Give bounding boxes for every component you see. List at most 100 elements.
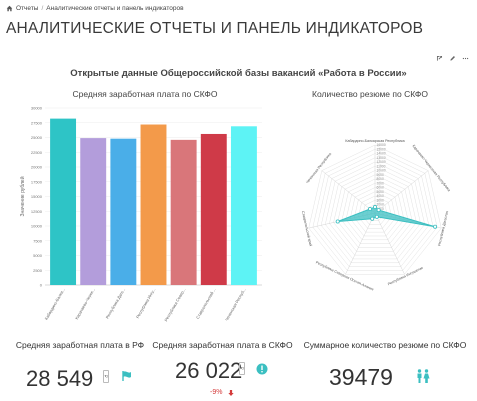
radar-r-tick-label: 11000: [377, 164, 386, 168]
radar-r-tick-label: 5000: [377, 190, 385, 194]
radar-r-tick-label: 16000: [377, 143, 386, 147]
radar-grid-ring: [329, 165, 421, 256]
info-icon: [256, 363, 268, 375]
radar-chart-title: Количество резюме по СКФО: [312, 89, 428, 99]
radar-point[interactable]: [376, 208, 381, 213]
radar-grid-ring: [349, 187, 401, 237]
radar-r-tick-label: 8000: [377, 177, 385, 181]
radar-grid-ring: [316, 153, 434, 267]
flag-icon: [122, 371, 131, 381]
dashboard-title: Открытые данные Общероссийской базы вака…: [70, 68, 407, 79]
bar[interactable]: [230, 126, 257, 285]
radar-axis-line: [374, 212, 405, 275]
radar-grid-ring: [370, 208, 380, 218]
breadcrumb-current: Аналитические отчеты и панель индикаторо…: [46, 5, 184, 12]
bar-y-tick-label: 7500: [33, 238, 43, 243]
radar-axis-line: [374, 212, 442, 229]
bar-x-tick-label: Ставропольский ...: [195, 287, 217, 320]
bar-x-tick-label: Республика Ингу...: [135, 287, 156, 319]
radar-point[interactable]: [433, 224, 438, 229]
bar-y-tick-label: 27500: [31, 120, 43, 125]
radar-axis-label: Ставропольский край: [301, 211, 313, 247]
bar[interactable]: [110, 138, 137, 285]
bar-chart-title: Средняя заработная плата по СКФО: [72, 89, 218, 99]
radar-grid-ring: [333, 170, 417, 252]
radar-grid-ring: [308, 144, 442, 275]
breadcrumb-separator: /: [41, 5, 44, 12]
radar-r-tick-label: 9000: [377, 173, 385, 177]
kpi-total-resumes-title: Суммарное количество резюме по СКФО: [303, 340, 467, 350]
bar-x-tick-label: Республика Даге...: [105, 287, 127, 320]
export-icon[interactable]: [436, 55, 443, 62]
radar-axis-label: Республика Дагестан: [437, 211, 449, 247]
bar-x-tick-label: Карачаево-Черке...: [74, 287, 96, 320]
bar[interactable]: [170, 139, 197, 285]
breadcrumb-root-link[interactable]: Отчеты: [16, 5, 39, 12]
radar-axis-label: Кабардино-Балкарская Республика: [345, 139, 404, 143]
bar-y-tick-label: 17500: [31, 179, 43, 184]
bar-x-tick-label: Республика Север...: [163, 287, 186, 322]
bar[interactable]: [140, 124, 167, 286]
radar-grid-ring: [341, 178, 409, 244]
radar-grid-ring: [345, 182, 405, 241]
radar-series-area[interactable]: [337, 206, 436, 228]
radar-point[interactable]: [335, 219, 340, 224]
bar-y-tick-label: 30000: [31, 106, 43, 111]
kpi-avg-salary-skfo-delta: -9%: [210, 389, 223, 396]
home-icon[interactable]: [6, 5, 13, 12]
radar-grid-ring: [312, 148, 438, 271]
radar-grid-ring: [362, 199, 388, 225]
radar-r-tick-label: 2000: [377, 203, 385, 207]
kpi-avg-salary-skfo-title: Средняя заработная плата в СКФО: [152, 340, 293, 350]
bar-x-tick-label: Чеченская Респуб...: [224, 287, 247, 322]
radar-grid-ring: [320, 157, 430, 264]
kpi-avg-salary-rf-unit: ₽: [103, 370, 109, 383]
radar-r-tick-label: 3000: [377, 198, 385, 202]
radar-grid-ring: [354, 191, 396, 233]
kpi-avg-salary-skfo-unit: ₽: [239, 362, 245, 375]
radar-r-tick-label: 4000: [377, 194, 385, 198]
radar-axis-line: [308, 212, 376, 229]
bar-y-tick-label: 25000: [31, 135, 43, 140]
bar-y-axis-label: Значение рублей: [19, 176, 26, 216]
kpi-avg-salary-rf-value: 28 549: [26, 366, 94, 391]
radar-point[interactable]: [372, 205, 377, 210]
radar-grid-ring: [325, 161, 425, 260]
radar-axis-line: [374, 170, 429, 214]
radar-axis-label: Карачаево-Черкесская Республика: [411, 144, 451, 192]
bar-y-tick-label: 0: [40, 283, 43, 288]
more-icon[interactable]: [462, 55, 469, 62]
bar-y-tick-label: 12500: [31, 209, 43, 214]
kpi-avg-salary-skfo-value: 26 022: [175, 358, 243, 383]
radar-r-tick-label: 13000: [377, 156, 386, 160]
radar-axis-line: [321, 170, 376, 214]
edit-icon[interactable]: [449, 55, 456, 62]
dashboard-toolbar: [436, 55, 469, 62]
radar-grid-ring: [366, 204, 384, 221]
bar[interactable]: [200, 133, 227, 285]
bar-x-tick-label: Кабардино-Балка...: [44, 287, 66, 321]
radar-r-tick-label: 15000: [377, 147, 386, 151]
radar-r-tick-label: 6000: [377, 186, 385, 190]
radar-axis-label: Республика Ингушетия: [387, 266, 423, 286]
radar-point[interactable]: [368, 207, 373, 212]
radar-grid-ring: [337, 174, 413, 248]
bar-y-tick-label: 2500: [33, 268, 43, 273]
page-title: АНАЛИТИЧЕСКИЕ ОТЧЕТЫ И ПАНЕЛЬ ИНДИКАТОРО…: [6, 20, 424, 37]
down-arrow-icon: [228, 390, 234, 396]
radar-r-tick-label: 7000: [377, 181, 385, 185]
bar-y-tick-label: 5000: [33, 253, 43, 258]
bar[interactable]: [80, 138, 107, 285]
radar-point[interactable]: [374, 214, 379, 219]
radar-grid-ring: [358, 195, 392, 229]
kpi-total-resumes-value: 39479: [329, 364, 393, 390]
radar-axis-label: Республика Северная Осетия-Алания: [315, 260, 374, 291]
radar-r-tick-label: 10000: [377, 169, 386, 173]
radar-r-tick-label: 1000: [377, 207, 385, 211]
bar[interactable]: [50, 118, 77, 286]
bar-y-tick-label: 22500: [31, 150, 43, 155]
radar-axis-label: Чеченская Республика: [305, 152, 332, 184]
radar-r-tick-label: 12000: [377, 160, 386, 164]
radar-point[interactable]: [370, 216, 375, 221]
kpi-avg-salary-rf-title: Средняя заработная плата в РФ: [15, 340, 145, 350]
